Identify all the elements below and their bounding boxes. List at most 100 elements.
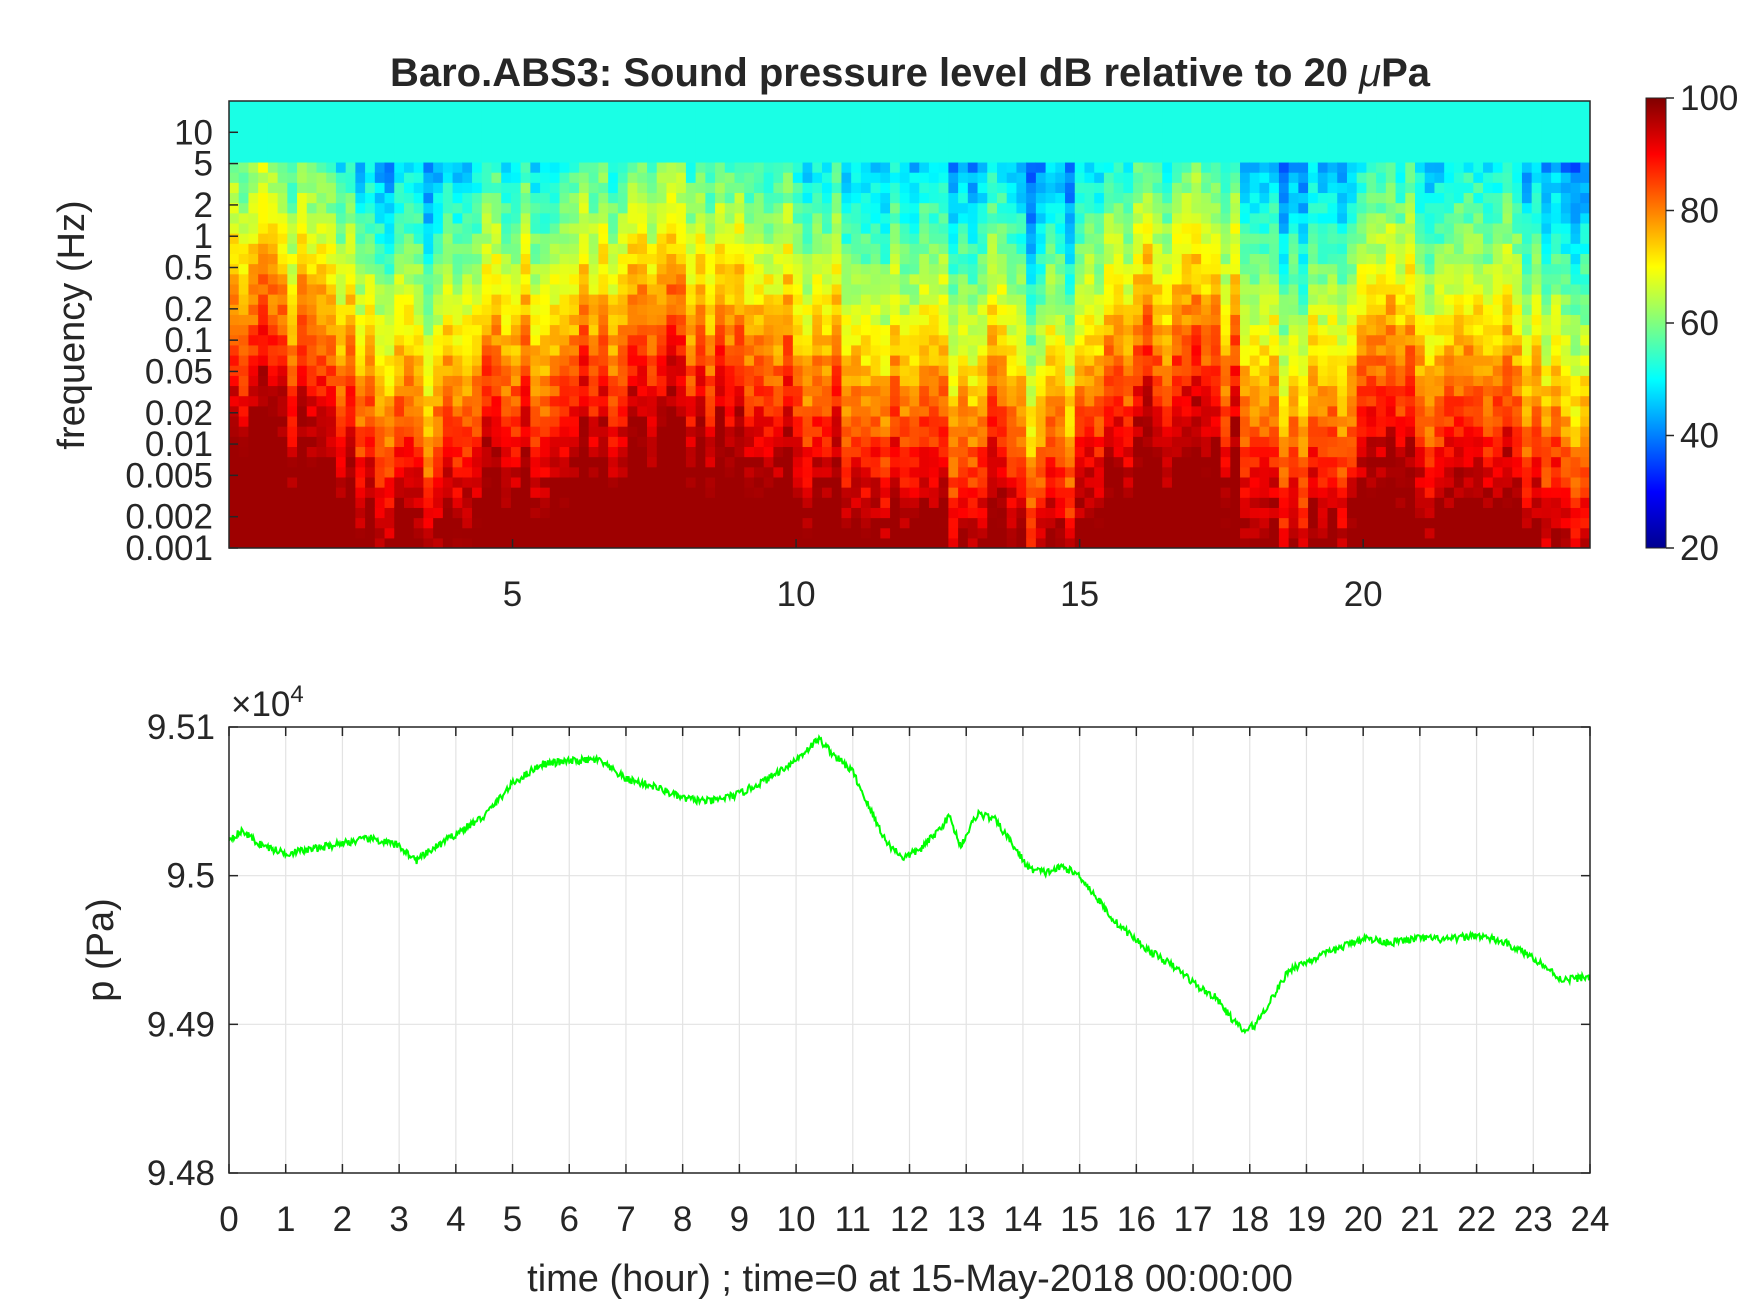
heatmap-cell bbox=[510, 365, 522, 376]
heatmap-cell bbox=[1171, 375, 1183, 387]
heatmap-cell bbox=[734, 243, 745, 254]
heatmap-cell bbox=[792, 395, 804, 407]
heatmap-cell bbox=[773, 446, 784, 458]
heatmap-cell bbox=[355, 263, 366, 275]
heatmap-cell bbox=[1201, 172, 1212, 183]
heatmap-cell bbox=[267, 202, 279, 214]
heatmap-cell bbox=[1201, 243, 1212, 254]
heatmap-cell bbox=[297, 263, 308, 275]
heatmap-cell bbox=[326, 527, 337, 539]
heatmap-cell bbox=[909, 344, 920, 356]
heatmap-cell bbox=[1084, 517, 1095, 529]
heatmap-cell bbox=[1026, 212, 1037, 224]
heatmap-cell bbox=[520, 487, 531, 498]
heatmap-cell bbox=[1298, 283, 1309, 295]
heatmap-cell bbox=[1016, 456, 1027, 468]
heatmap-cell bbox=[1074, 182, 1086, 194]
heatmap-cell bbox=[802, 466, 813, 478]
heatmap-cell bbox=[627, 192, 638, 204]
heatmap-cell bbox=[967, 294, 979, 305]
heatmap-cell bbox=[229, 111, 240, 122]
heatmap-cell bbox=[335, 243, 347, 254]
heatmap-cell bbox=[510, 131, 522, 143]
heatmap-cell bbox=[831, 446, 843, 458]
heatmap-cell bbox=[802, 294, 813, 305]
heatmap-cell bbox=[627, 131, 638, 143]
heatmap-cell bbox=[715, 466, 726, 478]
heatmap-cell bbox=[316, 446, 327, 458]
heatmap-cell bbox=[384, 497, 395, 508]
heatmap-cell bbox=[510, 344, 522, 356]
heatmap-cell bbox=[938, 537, 949, 548]
heatmap-cell bbox=[753, 527, 765, 539]
heatmap-cell bbox=[248, 415, 259, 427]
heatmap-cell bbox=[958, 385, 969, 397]
heatmap-cell bbox=[802, 202, 813, 214]
heatmap-cell bbox=[1317, 415, 1329, 427]
heatmap-cell bbox=[1171, 476, 1183, 488]
heatmap-cell bbox=[1249, 527, 1261, 539]
heatmap-cell bbox=[472, 141, 483, 153]
heatmap-cell bbox=[1142, 314, 1154, 326]
heatmap-cell bbox=[734, 172, 745, 183]
heatmap-cell bbox=[773, 344, 784, 356]
heatmap-cell bbox=[1133, 476, 1144, 488]
heatmap-cell bbox=[987, 294, 998, 305]
heatmap-cell bbox=[948, 507, 959, 519]
heatmap-cell bbox=[1220, 517, 1231, 529]
heatmap-cell bbox=[1045, 253, 1056, 265]
heatmap-cell bbox=[870, 456, 881, 468]
heatmap-cell bbox=[608, 466, 619, 478]
heatmap-cell bbox=[1240, 344, 1251, 356]
heatmap-cell bbox=[365, 446, 376, 458]
heatmap-cell bbox=[919, 487, 930, 498]
heatmap-cell bbox=[1201, 283, 1212, 295]
heatmap-cell bbox=[248, 121, 259, 133]
heatmap-cell bbox=[1123, 243, 1134, 254]
heatmap-cell bbox=[1103, 456, 1115, 468]
heatmap-cell bbox=[394, 385, 405, 397]
heatmap-cell bbox=[880, 304, 891, 315]
heatmap-cell bbox=[763, 192, 774, 204]
heatmap-cell bbox=[851, 161, 862, 173]
heatmap-cell bbox=[627, 212, 638, 224]
heatmap-cell bbox=[1074, 415, 1086, 427]
heatmap-cell bbox=[588, 385, 600, 397]
heatmap-cell bbox=[783, 212, 794, 224]
heatmap-cell bbox=[744, 283, 755, 295]
heatmap-cell bbox=[1308, 131, 1319, 143]
heatmap-cell bbox=[617, 415, 629, 427]
heatmap-cell bbox=[540, 487, 551, 498]
heatmap-cell bbox=[491, 436, 502, 448]
heatmap-cell bbox=[1113, 487, 1124, 498]
heatmap-cell bbox=[1035, 294, 1047, 305]
heatmap-cell bbox=[1171, 517, 1183, 529]
heatmap-cell bbox=[744, 161, 755, 173]
heatmap-cell bbox=[890, 212, 901, 224]
heatmap-cell bbox=[763, 487, 774, 498]
heatmap-cell bbox=[1123, 283, 1134, 295]
heatmap-cell bbox=[423, 131, 434, 143]
heatmap-cell bbox=[267, 243, 279, 254]
spectrogram-heatmap bbox=[229, 101, 1590, 548]
heatmap-cell bbox=[481, 222, 493, 234]
heatmap-cell bbox=[1035, 243, 1047, 254]
heatmap-cell bbox=[374, 507, 386, 519]
heatmap-cell bbox=[598, 436, 609, 448]
heatmap-cell bbox=[1142, 294, 1154, 305]
heatmap-cell bbox=[1045, 385, 1056, 397]
heatmap-cell bbox=[335, 426, 347, 437]
heatmap-cell bbox=[1249, 476, 1261, 488]
heatmap-cell bbox=[403, 202, 415, 214]
heatmap-cell bbox=[384, 324, 395, 336]
heatmap-cell bbox=[909, 497, 920, 508]
heatmap-cell bbox=[870, 334, 881, 346]
heatmap-cell bbox=[724, 365, 736, 376]
heatmap-cell bbox=[909, 141, 920, 153]
heatmap-cell bbox=[1327, 446, 1338, 458]
heatmap-cell bbox=[413, 243, 425, 254]
heatmap-cell bbox=[549, 111, 561, 122]
heatmap-cell bbox=[608, 415, 619, 427]
heatmap-cell bbox=[423, 202, 434, 214]
heatmap-cell bbox=[841, 415, 852, 427]
